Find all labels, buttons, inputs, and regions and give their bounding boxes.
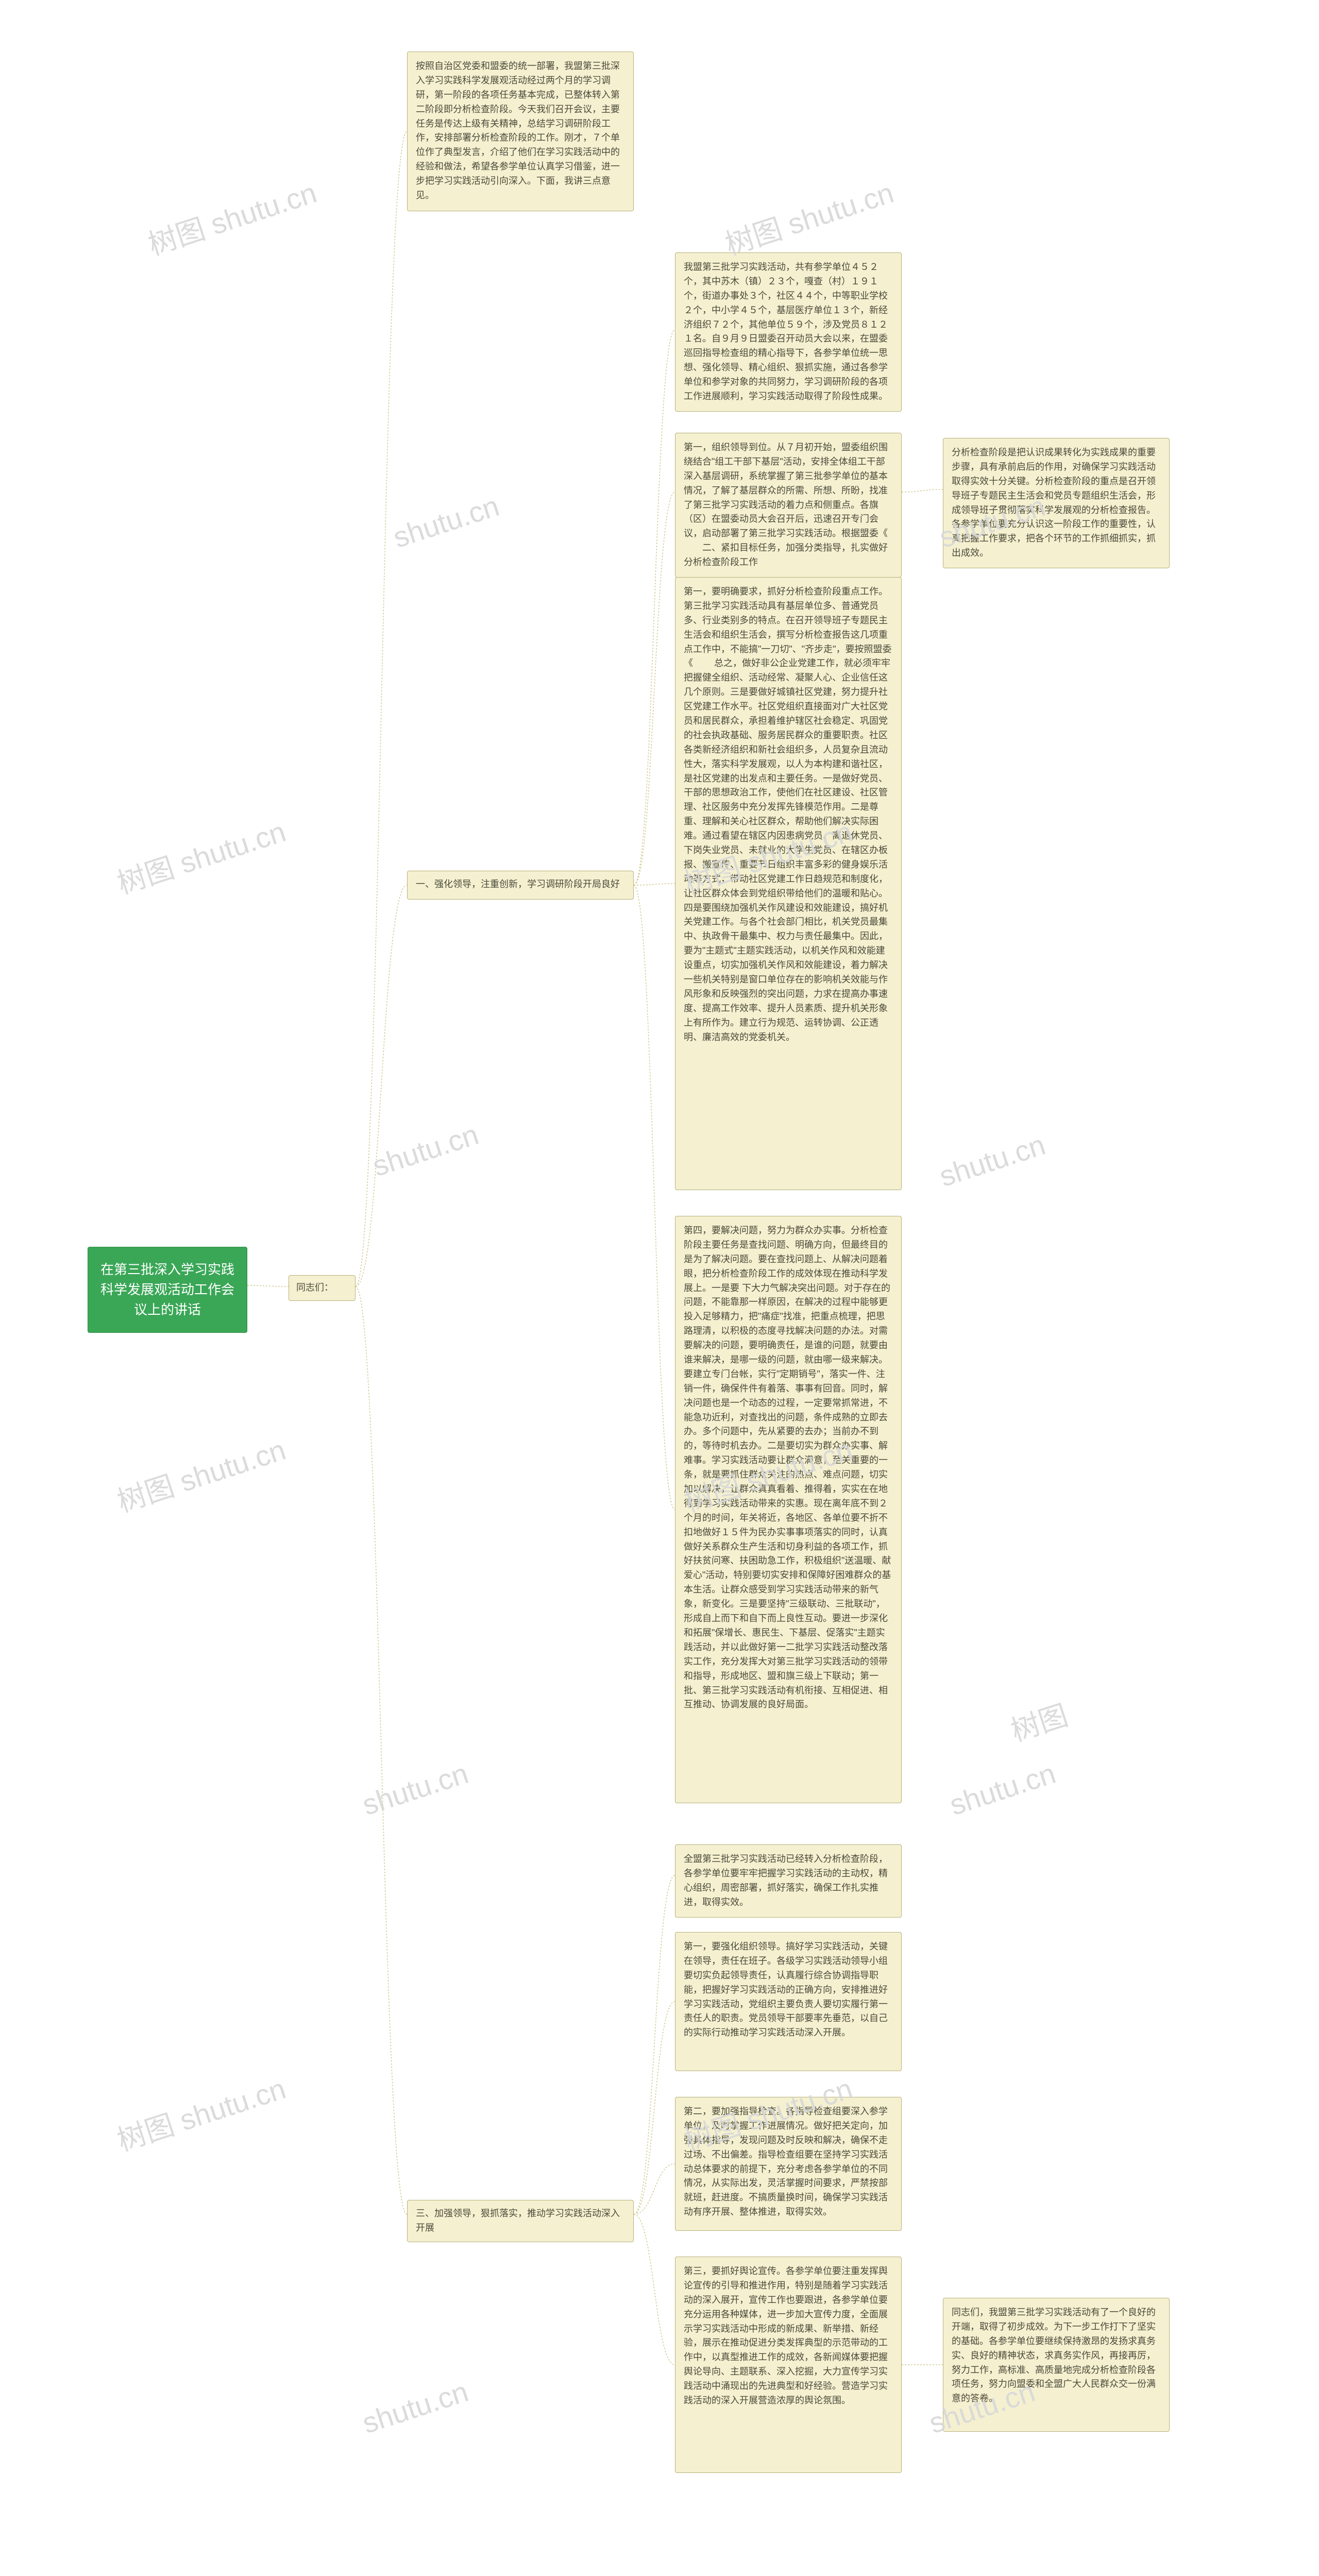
- watermark: 树图 shutu.cn: [111, 809, 291, 903]
- watermark: shutu.cn: [358, 1756, 472, 1822]
- branch-section1-child-1: 第一，组织领导到位。从７月初开始，盟委组织围绕结合"组工干部下基层"活动，安排全…: [675, 433, 902, 578]
- branch-section1: 一、强化领导，注重创新，学习调研阶段开局良好: [407, 871, 634, 900]
- branch-section1-child-1-sub-0: 分析检查阶段是把认识成果转化为实践成果的重要步骤，具有承前启后的作用，对确保学习…: [943, 438, 1170, 568]
- branch-section1-child-3: 第四，要解决问题，努力为群众办实事。分析检查阶段主要任务是查找问题、明确方向，但…: [675, 1216, 902, 1803]
- watermark: shutu.cn: [368, 1117, 482, 1183]
- level1-label: 同志们：: [296, 1282, 333, 1293]
- branch-section3-child-0-label: 全盟第三批学习实践活动已经转入分析检查阶段，各参学单位要牢牢把握学习实践活动的主…: [684, 1854, 888, 1907]
- level1-node: 同志们：: [289, 1275, 356, 1301]
- branch-section3-label: 三、加强领导，狠抓落实，推动学习实践活动深入开展: [416, 2208, 620, 2233]
- branch-section3-child-0: 全盟第三批学习实践活动已经转入分析检查阶段，各参学单位要牢牢把握学习实践活动的主…: [675, 1844, 902, 1918]
- branch-intro-label: 按照自治区党委和盟委的统一部署，我盟第三批深入学习实践科学发展观活动经过两个月的…: [416, 61, 620, 200]
- branch-section3-child-3-sub-0: 同志们，我盟第三批学习实践活动有了一个良好的开端，取得了初步成效。为下一步工作打…: [943, 2298, 1170, 2432]
- watermark: shutu.cn: [945, 1756, 1059, 1822]
- branch-section3-child-2: 第二，要加强指导检查。各指导检查组要深入参学单位，及时掌握工作进展情况。做好把关…: [675, 2097, 902, 2231]
- branch-section1-child-2: 第一，要明确要求，抓好分析检查阶段重点工作。第三批学习实践活动具有基层单位多、普…: [675, 577, 902, 1190]
- watermark: 树图 shutu.cn: [142, 170, 322, 264]
- watermark: 树图 shutu.cn: [719, 170, 899, 264]
- watermark: shutu.cn: [389, 489, 503, 554]
- watermark: shutu.cn: [935, 1128, 1049, 1193]
- branch-section3: 三、加强领导，狠抓落实，推动学习实践活动深入开展: [407, 2200, 634, 2242]
- watermark: shutu.cn: [358, 2375, 472, 2440]
- branch-section1-child-0: 我盟第三批学习实践活动，共有参学单位４５２个，其中苏木（镇）２３个，嘎查（村）１…: [675, 252, 902, 412]
- root-label: 在第三批深入学习实践科学发展观活动工作会议上的讲话: [100, 1262, 234, 1317]
- branch-section3-child-3-label: 第三，要抓好舆论宣传。各参学单位要注重发挥舆论宣传的引导和推进作用，特别是随着学…: [684, 2266, 888, 2405]
- branch-section1-label: 一、强化领导，注重创新，学习调研阶段开局良好: [416, 879, 620, 889]
- branch-section3-child-3-sub-0-label: 同志们，我盟第三批学习实践活动有了一个良好的开端，取得了初步成效。为下一步工作打…: [952, 2307, 1156, 2403]
- branch-section1-child-3-label: 第四，要解决问题，努力为群众办实事。分析检查阶段主要任务是查找问题、明确方向，但…: [684, 1225, 891, 1709]
- branch-intro: 按照自治区党委和盟委的统一部署，我盟第三批深入学习实践科学发展观活动经过两个月的…: [407, 52, 634, 211]
- branch-section3-child-3: 第三，要抓好舆论宣传。各参学单位要注重发挥舆论宣传的引导和推进作用，特别是随着学…: [675, 2257, 902, 2473]
- mindmap-canvas: 在第三批深入学习实践科学发展观活动工作会议上的讲话 同志们： 按照自治区党委和盟…: [0, 0, 1319, 2576]
- branch-section3-child-1-label: 第一，要强化组织领导。搞好学习实践活动，关键在领导，责任在班子。各级学习实践活动…: [684, 1941, 888, 2038]
- watermark: 树图: [1005, 1692, 1073, 1750]
- watermark: 树图 shutu.cn: [111, 1427, 291, 1521]
- root-node: 在第三批深入学习实践科学发展观活动工作会议上的讲话: [88, 1247, 247, 1333]
- branch-section3-child-1: 第一，要强化组织领导。搞好学习实践活动，关键在领导，责任在班子。各级学习实践活动…: [675, 1932, 902, 2071]
- branch-section1-child-0-label: 我盟第三批学习实践活动，共有参学单位４５２个，其中苏木（镇）２３个，嘎查（村）１…: [684, 262, 888, 401]
- watermark: 树图 shutu.cn: [111, 2066, 291, 2160]
- branch-section1-child-1-sub-0-label: 分析检查阶段是把认识成果转化为实践成果的重要步骤，具有承前启后的作用，对确保学习…: [952, 447, 1156, 558]
- branch-section1-child-1-label: 第一，组织领导到位。从７月初开始，盟委组织围绕结合"组工干部下基层"活动，安排全…: [684, 442, 888, 567]
- branch-section3-child-2-label: 第二，要加强指导检查。各指导检查组要深入参学单位，及时掌握工作进展情况。做好把关…: [684, 2106, 888, 2217]
- branch-section1-child-2-label: 第一，要明确要求，抓好分析检查阶段重点工作。第三批学习实践活动具有基层单位多、普…: [684, 586, 892, 1042]
